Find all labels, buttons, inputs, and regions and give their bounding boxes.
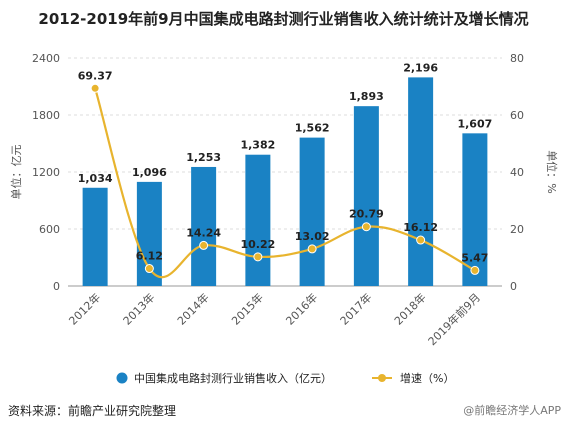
growth-value-label: 16.12 [403, 221, 438, 234]
y-tick-label: 1200 [32, 166, 60, 179]
growth-point [90, 83, 100, 93]
y2-tick-label: 0 [510, 280, 517, 293]
bar-value-label: 1,893 [349, 90, 384, 103]
y-tick-label: 0 [53, 280, 60, 293]
bar-value-label: 2,196 [403, 61, 438, 74]
legend-bar-marker [116, 372, 128, 384]
y-tick-label: 600 [39, 223, 60, 236]
legend-line-label: 增速（%） [400, 371, 454, 385]
y2-tick-label: 20 [510, 223, 524, 236]
x-tick-label: 2014年 [174, 290, 211, 327]
y2-axis-title: 单位：% [545, 150, 559, 193]
legend-bar-label: 中国集成电路封测行业销售收入（亿元） [134, 371, 332, 385]
y-axis-title: 单位：亿元 [9, 145, 23, 200]
x-tick-label: 2019年前9月 [425, 290, 483, 348]
bar [299, 137, 325, 286]
growth-value-label: 13.02 [295, 230, 330, 243]
growth-point [361, 222, 371, 232]
growth-point [307, 244, 317, 254]
bar-value-label: 1,253 [186, 151, 221, 164]
y-tick-label: 2400 [32, 52, 60, 65]
bar [82, 187, 108, 286]
growth-value-label: 5.47 [461, 251, 488, 264]
growth-point [253, 252, 263, 262]
growth-point [199, 240, 209, 250]
y-tick-label: 1800 [32, 109, 60, 122]
growth-value-label: 14.24 [186, 226, 221, 239]
growth-value-label: 69.37 [78, 69, 113, 82]
x-tick-label: 2017年 [337, 290, 374, 327]
bar [353, 106, 379, 286]
x-tick-label: 2013年 [120, 290, 157, 327]
bar-value-label: 1,562 [295, 122, 330, 135]
growth-value-label: 6.12 [136, 250, 163, 263]
y2-tick-label: 80 [510, 52, 524, 65]
chart-title: 2012-2019年前9月中国集成电路封测行业销售收入统计统计及增长情况 [38, 10, 529, 28]
brand-watermark: @前瞻经济学人APP [463, 404, 561, 417]
x-tick-label: 2018年 [391, 290, 428, 327]
bar-value-label: 1,034 [78, 172, 113, 185]
y2-tick-label: 60 [510, 109, 524, 122]
combo-chart: 0 600 1200 1800 2400 0 20 40 60 80 单位：亿元 单位：% 1,034 1… [9, 52, 559, 385]
source-note: 资料来源：前瞻产业研究院整理 [8, 404, 177, 418]
bar-value-label: 1,096 [132, 166, 167, 179]
bar [462, 133, 488, 286]
bar [245, 154, 271, 286]
growth-value-label: 20.79 [349, 208, 384, 221]
x-tick-label: 2012年 [66, 290, 103, 327]
growth-point [144, 264, 154, 274]
x-tick-label: 2016年 [283, 290, 320, 327]
bar-value-label: 1,607 [457, 117, 492, 130]
growth-point [416, 235, 426, 245]
x-tick-label: 2015年 [229, 290, 266, 327]
legend-line-dot [378, 374, 386, 382]
growth-point [470, 265, 480, 275]
y2-tick-label: 40 [510, 166, 524, 179]
bar-value-label: 1,382 [240, 139, 275, 152]
bar [191, 166, 217, 286]
bar [408, 77, 434, 286]
growth-value-label: 10.22 [240, 238, 275, 251]
